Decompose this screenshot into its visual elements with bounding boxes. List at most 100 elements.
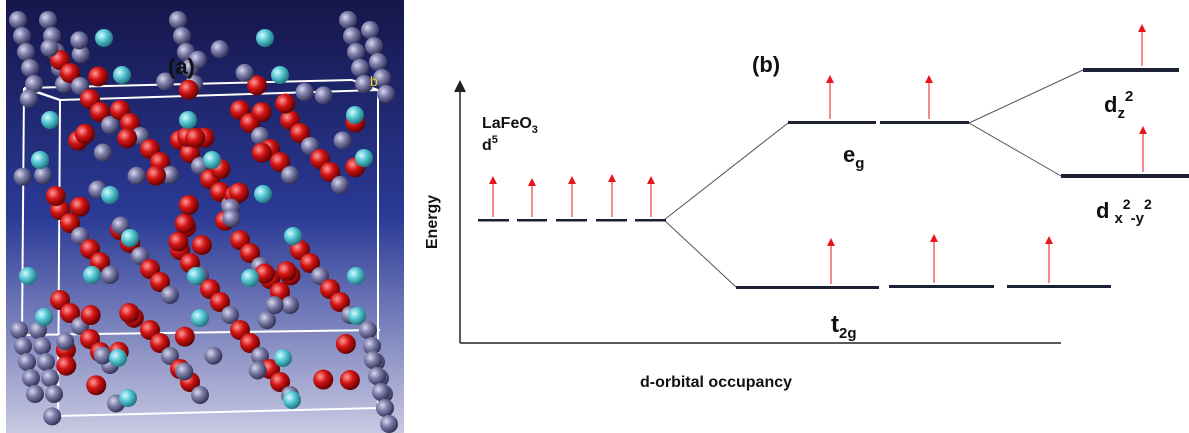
- o-atom: [174, 213, 195, 234]
- la-atom: [101, 186, 119, 204]
- fe-atom: [351, 59, 369, 77]
- la-atom: [271, 66, 289, 84]
- panel-a-label: (a): [168, 54, 195, 79]
- d-level-3: [556, 219, 587, 222]
- o-atom: [117, 128, 138, 149]
- fe-atom: [221, 306, 239, 324]
- dx2y2-sub-y: -y: [1131, 210, 1145, 227]
- o-atom: [119, 302, 140, 323]
- dx2y2-level: [1061, 174, 1189, 178]
- la-atom: [187, 267, 205, 285]
- o-atom: [180, 143, 200, 163]
- o-atom: [69, 196, 90, 217]
- dx2y2-main: d: [1096, 198, 1109, 223]
- fe-atom: [71, 45, 90, 64]
- fe-atom: [301, 137, 319, 155]
- fe-atom: [131, 247, 149, 265]
- dx2y2-level-group: d x2-y2: [1061, 126, 1189, 227]
- fe-atom: [204, 346, 223, 365]
- d-level-2: [517, 219, 547, 222]
- y-axis-label: Energy: [424, 195, 441, 249]
- o-atom: [240, 333, 260, 353]
- eg-main: e: [843, 142, 855, 167]
- la-atom: [31, 151, 49, 169]
- la-atom: [41, 111, 59, 129]
- o-atom: [120, 113, 140, 133]
- fe-atom: [265, 296, 284, 315]
- o-atom: [320, 162, 340, 182]
- d-count-letter: d: [482, 137, 492, 154]
- fe-atom: [45, 385, 63, 403]
- fe-atom: [40, 38, 59, 57]
- t2g-level-2: [889, 285, 994, 288]
- o-atom: [339, 370, 360, 391]
- o-atom: [330, 292, 350, 312]
- fe-atom: [363, 337, 381, 355]
- fe-atom: [127, 166, 146, 185]
- o-atom: [228, 182, 249, 203]
- dz2-label: dz2: [1104, 88, 1133, 122]
- fe-atom: [56, 332, 75, 351]
- dx2y2-sup-1: 2: [1123, 196, 1131, 212]
- la-atom: [355, 149, 373, 167]
- o-atom: [290, 123, 310, 143]
- fe-atom: [101, 266, 119, 284]
- o-atom: [178, 194, 199, 215]
- fe-atom: [41, 369, 59, 387]
- fe-atom: [188, 50, 207, 69]
- la-atom: [119, 389, 137, 407]
- eg-levels: eg: [788, 75, 969, 172]
- fe-atom: [311, 267, 329, 285]
- la-atom: [203, 151, 221, 169]
- o-atom: [191, 235, 212, 256]
- fe-atom: [156, 72, 175, 91]
- la-atom: [113, 66, 131, 84]
- atom-layer: [9, 11, 398, 433]
- o-atom: [270, 152, 290, 172]
- la-atom: [274, 349, 292, 367]
- o-atom: [168, 231, 189, 252]
- fe-atom: [17, 43, 35, 61]
- la-atom: [241, 269, 259, 287]
- dz2-level-group: dz2: [1083, 24, 1179, 122]
- o-atom: [251, 142, 272, 163]
- fe-atom: [295, 82, 314, 101]
- fe-atom: [21, 59, 39, 77]
- fe-atom: [235, 63, 254, 82]
- fe-atom: [355, 75, 373, 93]
- la-atom: [83, 266, 101, 284]
- dz2-level: [1083, 68, 1179, 72]
- o-atom: [60, 303, 80, 323]
- dx2y2-label: d x2-y2: [1096, 196, 1152, 227]
- o-atom: [178, 79, 199, 100]
- o-atom: [251, 102, 272, 123]
- la-atom: [347, 267, 365, 285]
- d-electron-count: d5: [482, 134, 498, 154]
- o-atom: [210, 292, 230, 312]
- d-count-superscript: 5: [492, 134, 498, 146]
- fe-atom: [377, 85, 395, 103]
- fe-atom: [376, 399, 394, 417]
- compound-subscript: 3: [532, 124, 538, 136]
- fe-atom: [37, 353, 55, 371]
- la-atom: [284, 227, 302, 245]
- fe-atom: [281, 296, 299, 314]
- x-axis-label: d-orbital occupancy: [640, 374, 792, 391]
- la-atom: [346, 106, 364, 124]
- d-level-1: [478, 219, 509, 222]
- fe-atom: [169, 11, 187, 29]
- o-atom: [246, 75, 267, 96]
- fe-atom: [281, 166, 299, 184]
- fe-atom: [361, 21, 379, 39]
- fe-atom: [369, 53, 387, 71]
- fe-atom: [173, 27, 191, 45]
- o-atom: [270, 372, 290, 392]
- splitting-connectors: [663, 69, 1084, 288]
- fe-atom: [34, 166, 53, 185]
- o-atom: [276, 261, 297, 282]
- fe-atom: [10, 321, 28, 339]
- fe-atom: [210, 40, 229, 59]
- energy-level-diagram: (b) LaFeO3 d5 Energy d-orbital occupancy: [424, 24, 1189, 391]
- fe-atom: [93, 346, 112, 365]
- o-atom: [74, 123, 95, 144]
